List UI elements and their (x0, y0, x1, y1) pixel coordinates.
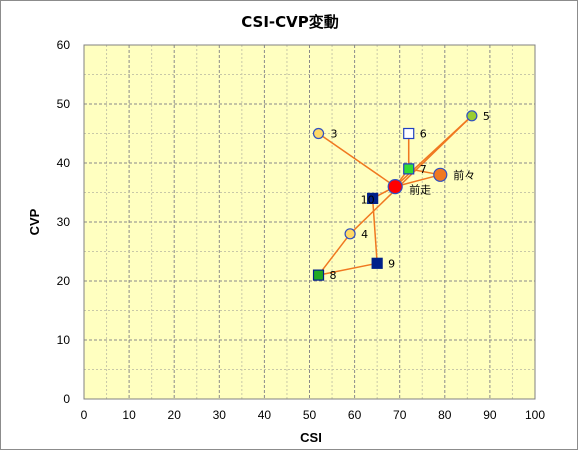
y-tick-label: 50 (57, 97, 71, 111)
y-tick-label: 40 (57, 156, 71, 170)
data-point (312, 127, 325, 140)
x-tick-label: 90 (483, 408, 497, 422)
x-tick-label: 60 (348, 408, 362, 422)
point-label: 3 (331, 128, 338, 141)
data-point (371, 257, 383, 269)
point-label: 8 (330, 269, 337, 282)
series-segment (371, 198, 378, 264)
point-label: 前走 (409, 183, 431, 197)
data-point (367, 192, 379, 204)
plot-border (83, 44, 536, 400)
point-label: 6 (420, 128, 427, 141)
x-tick-label: 0 (81, 408, 88, 422)
y-axis-label: CVP (27, 208, 42, 235)
series-segment (318, 262, 378, 276)
x-tick-label: 40 (258, 408, 272, 422)
y-tick-label: 60 (57, 38, 71, 52)
data-points (312, 110, 478, 281)
x-tick-label: 80 (438, 408, 452, 422)
x-tick-label: 20 (168, 408, 182, 422)
x-axis-label: CSI (300, 430, 322, 445)
data-point (403, 127, 415, 140)
data-point (403, 163, 415, 175)
horizontal-gridlines (84, 74, 535, 370)
y-axis-ticks: 0 10 20 30 40 50 60 (57, 38, 71, 406)
chart-title: CSI-CVP変動 (241, 13, 339, 31)
x-tick-label: 70 (393, 408, 407, 422)
x-tick-label: 30 (213, 408, 227, 422)
series-segment (395, 174, 441, 188)
point-label: 10 (361, 193, 375, 206)
y-tick-label: 0 (63, 392, 70, 406)
y-tick-label: 10 (57, 333, 71, 347)
y-tick-label: 20 (57, 274, 71, 288)
data-point (312, 269, 325, 281)
series-segment (318, 132, 396, 188)
point-label: 4 (361, 228, 368, 241)
data-point (344, 228, 356, 240)
point-label: 5 (483, 110, 490, 123)
point-label: 7 (420, 163, 427, 176)
y-tick-label: 30 (57, 215, 71, 229)
point-label: 前々 (453, 168, 475, 182)
point-label: 9 (388, 257, 395, 270)
x-axis-ticks: 0 10 20 30 40 50 60 70 80 90 100 (81, 408, 546, 422)
series-segment (317, 233, 351, 276)
x-tick-label: 100 (525, 408, 545, 422)
x-tick-label: 10 (122, 408, 136, 422)
data-point (387, 179, 403, 195)
data-point (433, 167, 448, 182)
data-point (466, 110, 478, 122)
x-tick-label: 50 (303, 408, 317, 422)
series-segment (349, 115, 473, 235)
